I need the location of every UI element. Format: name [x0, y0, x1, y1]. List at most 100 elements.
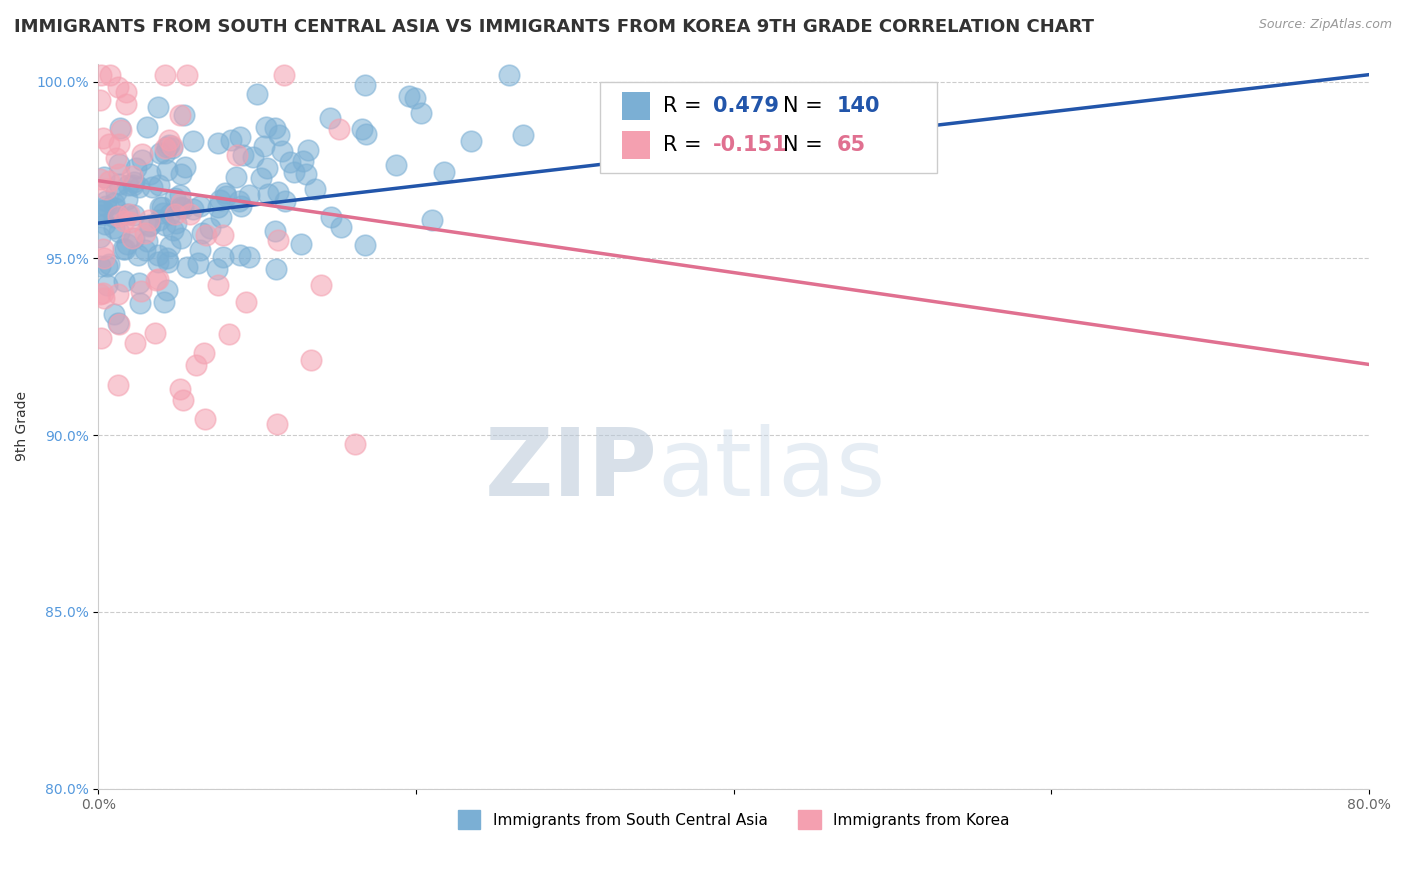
Point	[96, 194, 118, 208]
Point	[254, 120, 277, 135]
Point	[344, 437, 367, 451]
Point	[330, 220, 353, 235]
Point	[512, 128, 534, 142]
Point	[152, 200, 174, 214]
Point	[187, 256, 209, 270]
Point	[122, 208, 145, 222]
Point	[256, 187, 278, 202]
Point	[112, 214, 135, 228]
Point	[107, 225, 129, 239]
Point	[264, 262, 287, 277]
Point	[103, 307, 125, 321]
Point	[207, 278, 229, 293]
Point	[110, 123, 132, 137]
Point	[228, 129, 250, 144]
Point	[231, 199, 253, 213]
Point	[96, 278, 118, 293]
Point	[89, 260, 111, 274]
Point	[98, 257, 121, 271]
Point	[138, 219, 160, 233]
Point	[143, 326, 166, 340]
Text: 0.479: 0.479	[713, 96, 779, 116]
Point	[207, 200, 229, 214]
Point	[292, 153, 315, 168]
Point	[89, 94, 111, 108]
Text: N =: N =	[783, 136, 830, 155]
Point	[309, 278, 332, 293]
Point	[498, 68, 520, 82]
Point	[156, 251, 179, 265]
Legend: Immigrants from South Central Asia, Immigrants from Korea: Immigrants from South Central Asia, Immi…	[451, 805, 1017, 835]
Point	[273, 194, 295, 209]
Point	[93, 291, 115, 305]
Point	[219, 133, 242, 147]
Point	[146, 100, 169, 114]
Point	[149, 146, 172, 161]
Point	[91, 243, 114, 257]
Point	[169, 188, 191, 202]
Point	[194, 412, 217, 426]
Point	[165, 191, 187, 205]
Point	[91, 285, 114, 300]
Point	[398, 89, 420, 103]
Point	[170, 196, 193, 211]
Point	[94, 182, 117, 196]
Point	[107, 79, 129, 94]
Point	[328, 122, 350, 136]
Point	[115, 192, 138, 206]
Point	[354, 78, 377, 92]
Point	[211, 227, 233, 242]
Point	[269, 128, 291, 142]
Point	[283, 164, 305, 178]
Point	[160, 138, 183, 153]
Point	[159, 239, 181, 253]
Point	[156, 163, 179, 178]
Point	[93, 170, 115, 185]
Point	[266, 417, 288, 431]
Point	[93, 251, 115, 265]
Point	[179, 207, 201, 221]
Point	[117, 207, 139, 221]
Point	[238, 188, 260, 202]
FancyBboxPatch shape	[621, 131, 650, 159]
Point	[181, 202, 204, 216]
Point	[226, 148, 249, 162]
Point	[152, 206, 174, 220]
Point	[112, 274, 135, 288]
Point	[104, 152, 127, 166]
Point	[290, 236, 312, 251]
Point	[194, 227, 217, 242]
Point	[148, 178, 170, 193]
Text: N =: N =	[783, 96, 830, 116]
Point	[299, 353, 322, 368]
Point	[246, 87, 269, 101]
Point	[93, 217, 115, 231]
Point	[238, 250, 260, 264]
Point	[157, 254, 180, 268]
Point	[127, 248, 149, 262]
Point	[228, 194, 250, 209]
Point	[212, 250, 235, 264]
Point	[136, 234, 159, 248]
Point	[122, 174, 145, 188]
Point	[148, 213, 170, 227]
Point	[134, 226, 156, 240]
Text: 140: 140	[837, 96, 880, 116]
Point	[121, 231, 143, 245]
Point	[146, 248, 169, 262]
Y-axis label: 9th Grade: 9th Grade	[15, 392, 30, 461]
Point	[264, 224, 287, 238]
Point	[319, 210, 342, 224]
Point	[162, 223, 184, 237]
Point	[250, 171, 273, 186]
Point	[107, 317, 129, 331]
Point	[114, 85, 136, 99]
Point	[103, 221, 125, 235]
Point	[404, 91, 426, 105]
Point	[169, 382, 191, 396]
Point	[122, 178, 145, 192]
Point	[163, 207, 186, 221]
Point	[188, 199, 211, 213]
Point	[153, 295, 176, 310]
Point	[159, 207, 181, 221]
